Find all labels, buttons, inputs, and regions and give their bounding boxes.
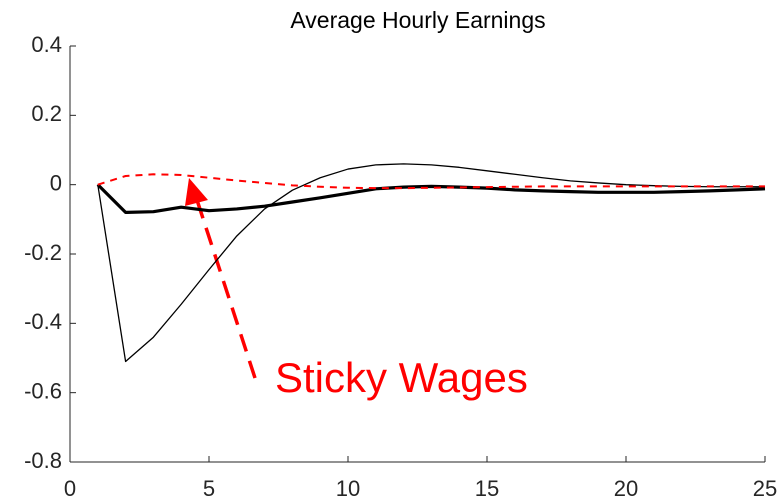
x-tick-label: 10: [336, 476, 360, 501]
y-tick-label: -0.4: [24, 309, 62, 334]
series-line: [96, 183, 766, 214]
y-tick-label: 0.2: [31, 101, 62, 126]
y-tick-label: -0.2: [24, 240, 62, 265]
x-tick-label: 0: [64, 476, 76, 501]
annotation: Sticky Wages: [275, 354, 528, 401]
series-line: [97, 163, 765, 363]
x-tick-label: 20: [614, 476, 638, 501]
annotation-arrowhead: [185, 178, 208, 206]
y-tick-label: 0.4: [31, 32, 62, 57]
x-tick-label: 5: [203, 476, 215, 501]
x-tick-label: 15: [475, 476, 499, 501]
chart-title: Average Hourly Earnings: [290, 7, 545, 33]
y-tick-label: -0.8: [24, 448, 62, 473]
y-tick-label: 0: [50, 170, 62, 195]
annotation-arrow: [195, 199, 257, 379]
y-tick-label: -0.6: [24, 378, 62, 403]
x-tick-label: 25: [753, 476, 777, 501]
